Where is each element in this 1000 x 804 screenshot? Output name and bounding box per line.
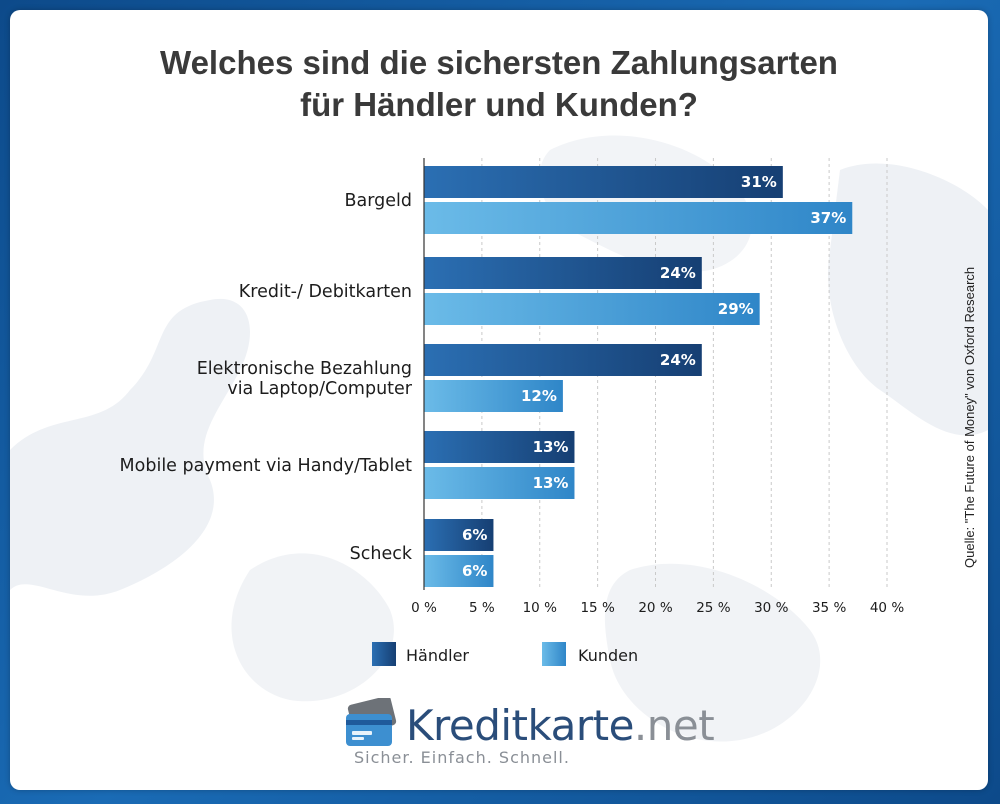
bar-haendler xyxy=(424,431,575,463)
category-label: via Laptop/Computer xyxy=(227,379,412,399)
source-note: Quelle: "The Future of Money" von Oxford… xyxy=(962,267,977,568)
value-label-haendler: 31% xyxy=(741,173,777,191)
value-label-kunden: 6% xyxy=(462,562,487,580)
category-label: Bargeld xyxy=(345,191,412,211)
bars xyxy=(424,166,853,587)
x-tick-label: 15 % xyxy=(580,600,614,616)
bar-haendler xyxy=(424,166,783,198)
category-labels: Bargeld Kredit-/ Debitkarten Elektronische… xyxy=(120,191,413,564)
legend-swatch-haendler xyxy=(372,642,396,666)
bar-kunden xyxy=(424,202,853,234)
bar-haendler xyxy=(424,344,702,376)
brand-logo: Kreditkarte.net Sicher. Einfach. Schnell… xyxy=(342,698,742,778)
value-label-haendler: 6% xyxy=(462,526,487,544)
category-label: Elektronische Bezahlung xyxy=(197,359,412,379)
bar-kunden xyxy=(424,380,563,412)
bar-chart: 31% 24% 24% 13% 6% 37% 29% 12% 13% 6% Bargeld Kred… xyxy=(120,158,977,666)
credit-card-icon xyxy=(346,698,397,746)
x-axis-ticks: 0 % 5 % 10 % 15 % 20 % 25 % 30 % 35 % 40 % xyxy=(411,600,904,616)
chart-title-line-2: für Händler und Kunden? xyxy=(300,86,698,123)
legend-label-kunden: Kunden xyxy=(578,646,638,665)
value-label-kunden: 37% xyxy=(810,209,846,227)
value-labels: 31% 24% 24% 13% 6% 37% 29% 12% 13% 6% xyxy=(462,173,846,580)
brand-name-tld: .net xyxy=(633,701,715,750)
bar-haendler xyxy=(424,519,494,551)
x-tick-label: 35 % xyxy=(812,600,846,616)
chart-title: Welches sind die sichersten Zahlungsarte… xyxy=(10,42,988,126)
value-label-haendler: 24% xyxy=(660,264,696,282)
value-label-kunden: 12% xyxy=(521,387,557,405)
bar-kunden xyxy=(424,293,760,325)
x-tick-label: 5 % xyxy=(469,600,495,616)
category-label: Kredit-/ Debitkarten xyxy=(239,282,412,302)
value-label-haendler: 24% xyxy=(660,351,696,369)
legend-label-haendler: Händler xyxy=(406,646,469,665)
category-label: Scheck xyxy=(350,544,413,564)
bar-haendler xyxy=(424,257,702,289)
legend: Händler Kunden xyxy=(372,642,638,666)
infographic-card: Welches sind die sichersten Zahlungsarte… xyxy=(10,10,988,790)
chart-title-line-1: Welches sind die sichersten Zahlungsarte… xyxy=(160,44,838,81)
value-label-kunden: 29% xyxy=(718,300,754,318)
legend-swatch-kunden xyxy=(542,642,566,666)
value-label-kunden: 13% xyxy=(533,474,569,492)
x-tick-label: 30 % xyxy=(754,600,788,616)
brand-name: Kreditkarte.net xyxy=(406,701,715,750)
x-tick-label: 40 % xyxy=(870,600,904,616)
x-tick-label: 10 % xyxy=(523,600,557,616)
value-label-haendler: 13% xyxy=(533,438,569,456)
x-tick-label: 20 % xyxy=(638,600,672,616)
brand-tagline: Sicher. Einfach. Schnell. xyxy=(354,748,570,767)
bar-kunden xyxy=(424,467,575,499)
x-tick-label: 0 % xyxy=(411,600,437,616)
brand-name-main: Kreditkarte xyxy=(406,701,634,750)
category-label: Mobile payment via Handy/Tablet xyxy=(120,456,413,476)
bar-kunden xyxy=(424,555,494,587)
x-tick-label: 25 % xyxy=(696,600,730,616)
